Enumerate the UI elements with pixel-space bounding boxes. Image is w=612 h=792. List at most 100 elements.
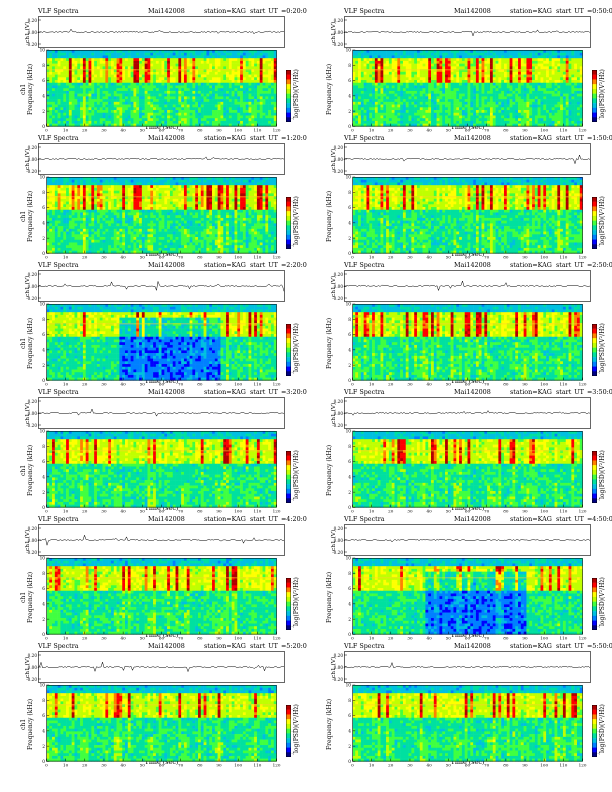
spectrogram-cell [571, 74, 575, 78]
spectrogram-cell [254, 66, 258, 70]
spectrogram-cell [554, 118, 558, 122]
spectrogram-cell [442, 118, 446, 122]
spectrogram-cell [74, 104, 78, 108]
spectrogram-cell [262, 50, 266, 54]
spectrogram-cell [113, 77, 117, 81]
waveform-line [343, 29, 591, 37]
spectrogram-cell [478, 110, 482, 114]
spectrogram-cell [259, 104, 263, 108]
spectrogram-cell [195, 88, 199, 92]
spectrogram-cell [127, 123, 131, 127]
spectrogram-cell [175, 104, 179, 108]
spectrogram-cell [487, 52, 491, 56]
spectrogram-cell [245, 120, 249, 124]
spectrogram-cell [478, 96, 482, 100]
spectrogram-cell [197, 58, 202, 62]
spectrogram-cell [147, 71, 151, 75]
spectrogram-cell [506, 99, 510, 103]
spectrogram-cell [139, 99, 143, 103]
spectrogram-cell [122, 52, 126, 56]
spectrogram-cell [52, 115, 56, 119]
spectrogram-cell [231, 118, 235, 122]
colorbar-swatch [286, 70, 291, 75]
spectrogram-cell [447, 99, 451, 103]
spectrogram-cell [481, 96, 485, 100]
spectrogram-cell [503, 99, 508, 103]
spectrogram-cell [265, 107, 269, 111]
spectrogram-cell [408, 69, 412, 73]
spectrogram-cell [96, 77, 101, 81]
spectrogram-cell [456, 115, 460, 119]
spectrogram-cell [540, 85, 544, 89]
spectrogram-cell [226, 88, 230, 92]
spectrogram-cell [408, 101, 412, 105]
spectrogram-cell [181, 50, 185, 54]
spectrogram-cell [571, 101, 575, 105]
spectrogram-cell [442, 60, 446, 64]
spectrogram-cell [447, 123, 451, 127]
spectrogram-cell [139, 80, 143, 84]
spectrogram-cell [125, 107, 129, 111]
spectrogram-cell [391, 80, 395, 84]
spectrogram-cell [63, 179, 67, 183]
spectrogram-cell [548, 77, 552, 81]
spectrogram-cell [122, 77, 126, 81]
spectrogram-cell [268, 110, 272, 114]
spectrogram-cell [206, 118, 210, 122]
spectrogram-cell [108, 101, 112, 105]
spectrogram-cell [80, 82, 84, 86]
spectrogram-cell [568, 82, 572, 86]
spectrogram-cell [562, 66, 567, 70]
spectrogram-cell [119, 93, 123, 97]
spectrogram-cell [416, 71, 421, 75]
spectrogram-cell [214, 112, 218, 116]
spectrogram-cell [231, 85, 235, 89]
spectrogram-cell [366, 74, 370, 78]
spectrogram-cell [464, 112, 468, 116]
spectrogram-cell [397, 52, 401, 56]
spectrogram-cell [529, 82, 533, 86]
spectrogram-cell [265, 71, 269, 75]
spectrogram-cell [214, 63, 218, 67]
spectrogram-cell [57, 104, 61, 108]
spectrogram-cell [155, 118, 159, 122]
spectrogram-cell [369, 118, 373, 122]
spectrogram-cell [226, 71, 230, 75]
spectrogram-cell [374, 93, 378, 97]
spectrogram-cell [192, 74, 196, 78]
spectrogram-cell [560, 101, 564, 105]
spectrogram-cell [220, 60, 224, 64]
spectrogram-cell [419, 66, 423, 70]
spectrogram-cell [251, 58, 255, 62]
spectrogram-cell [579, 120, 583, 124]
spectrogram-cell [119, 99, 123, 103]
spectrogram-cell [453, 71, 457, 75]
spectrogram-cell [433, 58, 437, 62]
spectrogram-cell [512, 52, 516, 56]
spectrogram-cell [529, 60, 533, 64]
spectrogram-cell [155, 88, 159, 92]
spectrogram-cell [144, 63, 148, 67]
spectrogram-cell [110, 58, 115, 62]
spectrogram-cell [492, 118, 496, 122]
spectrogram-cell [141, 52, 145, 56]
spectrogram-cell [206, 99, 210, 103]
spectrogram-cell [167, 88, 171, 92]
spectrogram-cell [175, 66, 179, 70]
spectrogram-cell [186, 50, 190, 54]
spectrogram-cell [571, 69, 575, 73]
spectrogram-cell [181, 110, 185, 114]
spectrogram-cell [523, 50, 527, 54]
spectrogram-cell [63, 80, 67, 84]
spectrogram-cell [186, 74, 190, 78]
spectrogram-cell [136, 99, 140, 103]
spectrogram-cell [509, 88, 513, 92]
spectrogram-cell [153, 93, 157, 97]
spectrogram-cell [422, 104, 426, 108]
spectrogram-cell [467, 50, 471, 54]
spectrogram-cell [54, 90, 58, 94]
spectrogram-cell [436, 101, 440, 105]
spectrogram-cell [46, 90, 50, 94]
spectrogram-cell [74, 118, 78, 122]
spectrogram-cell [506, 66, 510, 70]
